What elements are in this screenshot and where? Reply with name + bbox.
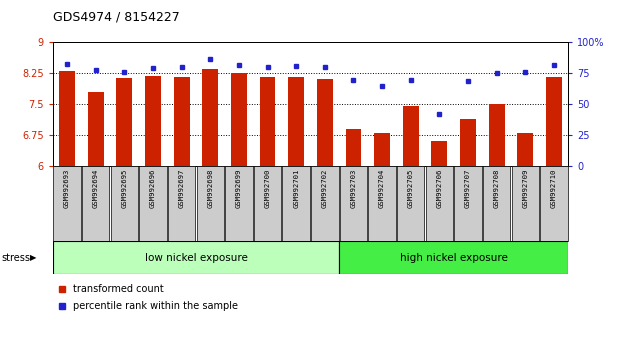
Bar xyxy=(489,104,504,166)
Bar xyxy=(82,166,109,241)
Text: GSM992695: GSM992695 xyxy=(121,169,127,208)
Bar xyxy=(288,77,304,166)
Bar xyxy=(145,76,161,166)
Text: ▶: ▶ xyxy=(30,253,36,262)
Bar xyxy=(460,119,476,166)
Text: GSM992707: GSM992707 xyxy=(465,169,471,208)
Text: GSM992708: GSM992708 xyxy=(494,169,500,208)
Bar xyxy=(425,166,453,241)
Bar xyxy=(225,166,253,241)
Bar xyxy=(546,77,562,166)
Bar xyxy=(174,77,189,166)
Text: high nickel exposure: high nickel exposure xyxy=(400,252,507,263)
Text: stress: stress xyxy=(1,252,30,263)
Text: GSM992701: GSM992701 xyxy=(293,169,299,208)
Text: GSM992703: GSM992703 xyxy=(350,169,356,208)
Bar xyxy=(483,166,510,241)
Bar xyxy=(88,92,104,166)
Bar xyxy=(540,166,568,241)
Text: GSM992700: GSM992700 xyxy=(265,169,271,208)
Text: GSM992697: GSM992697 xyxy=(179,169,184,208)
Text: percentile rank within the sample: percentile rank within the sample xyxy=(73,301,238,311)
Text: GSM992694: GSM992694 xyxy=(93,169,99,208)
Text: GSM992699: GSM992699 xyxy=(236,169,242,208)
Bar xyxy=(196,166,224,241)
Bar xyxy=(345,129,361,166)
Text: transformed count: transformed count xyxy=(73,284,163,293)
Bar xyxy=(59,72,75,166)
Text: GSM992698: GSM992698 xyxy=(207,169,213,208)
Text: low nickel exposure: low nickel exposure xyxy=(145,252,247,263)
Bar xyxy=(317,79,333,166)
Text: GSM992693: GSM992693 xyxy=(64,169,70,208)
Bar xyxy=(254,166,281,241)
Bar xyxy=(517,132,533,166)
Bar xyxy=(368,166,396,241)
Bar xyxy=(168,166,196,241)
Bar xyxy=(339,241,568,274)
Bar xyxy=(454,166,482,241)
Bar xyxy=(117,79,132,166)
Bar xyxy=(53,166,81,241)
Text: GSM992710: GSM992710 xyxy=(551,169,557,208)
Text: GSM992702: GSM992702 xyxy=(322,169,328,208)
Text: GDS4974 / 8154227: GDS4974 / 8154227 xyxy=(53,11,179,24)
Bar xyxy=(283,166,310,241)
Bar xyxy=(260,77,276,166)
Bar xyxy=(139,166,167,241)
Bar xyxy=(432,141,447,166)
Text: GSM992706: GSM992706 xyxy=(437,169,442,208)
Text: GSM992696: GSM992696 xyxy=(150,169,156,208)
Bar xyxy=(231,74,247,166)
Text: GSM992704: GSM992704 xyxy=(379,169,385,208)
Bar xyxy=(512,166,539,241)
Text: GSM992705: GSM992705 xyxy=(408,169,414,208)
Bar xyxy=(374,132,390,166)
Bar xyxy=(53,241,339,274)
Bar xyxy=(403,107,419,166)
Text: GSM992709: GSM992709 xyxy=(522,169,528,208)
Bar xyxy=(340,166,367,241)
Bar xyxy=(397,166,425,241)
Bar xyxy=(111,166,138,241)
Bar xyxy=(311,166,338,241)
Bar xyxy=(202,69,218,166)
